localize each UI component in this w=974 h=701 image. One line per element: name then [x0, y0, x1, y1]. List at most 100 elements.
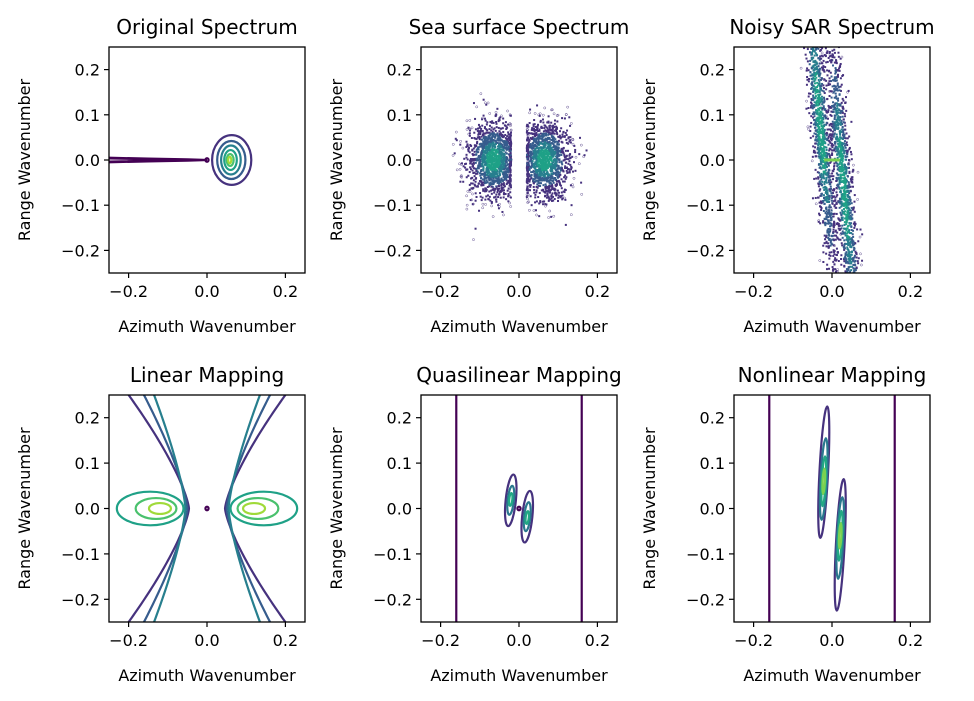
- scatter-point: [829, 134, 832, 137]
- scatter-point: [489, 181, 492, 184]
- scatter-point: [505, 156, 508, 159]
- scatter-point: [848, 337, 850, 339]
- scatter-point: [466, 144, 469, 147]
- scatter-point: [496, 181, 499, 184]
- scatter-point: [508, 180, 511, 183]
- scatter-point: [485, 123, 488, 126]
- scatter-point: [809, 136, 812, 139]
- scatter-point: [507, 169, 510, 172]
- scatter-point: [547, 146, 550, 149]
- scatter-point: [498, 187, 501, 190]
- scatter-point: [488, 195, 491, 198]
- scatter-point: [825, 51, 828, 54]
- scatter-point: [813, 96, 816, 99]
- scatter-point: [508, 166, 511, 169]
- scatter-point: [804, 53, 807, 56]
- scatter-point: [848, 336, 850, 338]
- scatter-point: [469, 159, 472, 162]
- scatter-point: [488, 175, 491, 178]
- scatter-point: [530, 128, 533, 131]
- scatter-point: [828, 55, 831, 58]
- scatter-point: [823, 170, 826, 173]
- scatter-point: [847, 244, 850, 247]
- scatter-point: [838, 170, 841, 173]
- scatter-point: [557, 148, 560, 151]
- scatter-point: [829, 90, 832, 93]
- scatter-point: [530, 171, 533, 174]
- scatter-point: [549, 158, 552, 161]
- scatter-point: [462, 165, 465, 168]
- scatter-point: [533, 149, 536, 152]
- scatter-point: [493, 164, 496, 167]
- scatter-point: [539, 185, 542, 188]
- scatter-point: [820, 174, 823, 177]
- scatter-point: [818, 99, 821, 102]
- scatter-point: [544, 203, 547, 206]
- scatter-point: [499, 196, 502, 199]
- scatter-point: [816, 146, 819, 149]
- scatter-point: [560, 187, 563, 190]
- scatter-point: [864, 399, 866, 401]
- scatter-point: [833, 312, 835, 314]
- scatter-point: [488, 182, 491, 185]
- scatter-point: [479, 130, 482, 133]
- scatter-point: [836, 236, 839, 239]
- scatter-point: [547, 115, 550, 118]
- scatter-point: [532, 166, 535, 169]
- scatter-point: [812, 90, 815, 93]
- scatter-point: [848, 243, 851, 246]
- scatter-point: [553, 144, 556, 147]
- scatter-point: [573, 144, 576, 147]
- scatter-point: [536, 186, 539, 189]
- scatter-point: [534, 125, 537, 128]
- scatter-point: [805, 107, 808, 110]
- scatter-point: [499, 168, 502, 171]
- scatter-point: [478, 209, 481, 212]
- scatter-point: [555, 114, 559, 117]
- scatter-point: [499, 139, 502, 142]
- scatter-point: [482, 149, 485, 152]
- scatter-point: [820, 51, 824, 55]
- scatter-point: [501, 179, 504, 182]
- scatter-point: [848, 221, 851, 224]
- scatter-point: [819, 160, 822, 163]
- scatter-point: [830, 139, 833, 142]
- scatter-point: [484, 174, 487, 177]
- scatter-point: [493, 196, 496, 199]
- scatter-point: [819, 205, 822, 208]
- scatter-point: [551, 132, 554, 135]
- scatter-point: [553, 192, 556, 195]
- scatter-point: [808, 8, 810, 10]
- scatter-point: [475, 142, 478, 145]
- scatter-point: [815, 39, 817, 41]
- scatter-point: [485, 143, 488, 146]
- scatter-point: [823, 131, 826, 134]
- scatter-point: [834, 72, 837, 75]
- scatter-point: [818, 156, 821, 159]
- scatter-point: [839, 238, 842, 241]
- scatter-point: [540, 137, 543, 140]
- scatter-point: [829, 215, 832, 218]
- scatter-point: [832, 212, 835, 215]
- scatter-point: [541, 146, 544, 149]
- scatter-point: [822, 65, 825, 68]
- scatter-point: [539, 135, 542, 138]
- scatter-point: [555, 159, 558, 162]
- scatter-point: [496, 191, 499, 194]
- scatter-point: [817, 97, 820, 100]
- scatter-point: [538, 133, 541, 136]
- scatter-point: [843, 121, 846, 124]
- scatter-point: [825, 157, 828, 160]
- scatter-point: [823, 123, 826, 126]
- scatter-point: [809, 106, 812, 109]
- scatter-point: [533, 154, 536, 157]
- scatter-point: [817, 176, 820, 179]
- scatter-point: [842, 121, 845, 124]
- scatter-point: [823, 100, 826, 103]
- scatter-point: [834, 85, 837, 88]
- scatter-point: [839, 200, 842, 203]
- scatter-point: [546, 121, 549, 124]
- scatter-point: [827, 212, 830, 215]
- scatter-point: [839, 57, 842, 60]
- scatter-point: [497, 167, 500, 170]
